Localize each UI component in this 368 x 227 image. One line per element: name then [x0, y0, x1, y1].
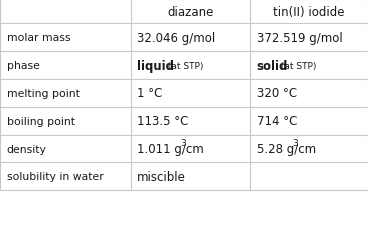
Text: 372.519 g/mol: 372.519 g/mol — [257, 32, 343, 45]
Text: 3: 3 — [181, 138, 187, 147]
Text: 320 °C: 320 °C — [257, 87, 297, 100]
Text: boiling point: boiling point — [7, 116, 75, 126]
Text: density: density — [7, 144, 46, 154]
Text: melting point: melting point — [7, 89, 79, 99]
Text: 3: 3 — [293, 138, 298, 147]
Text: phase: phase — [7, 61, 39, 71]
Text: 5.28 g/cm: 5.28 g/cm — [257, 142, 316, 155]
Bar — [0, 0, 368, 190]
Text: (at STP): (at STP) — [165, 61, 203, 70]
Text: molar mass: molar mass — [7, 33, 70, 43]
Text: solid: solid — [257, 59, 288, 72]
Text: 113.5 °C: 113.5 °C — [137, 115, 189, 128]
Text: 1 °C: 1 °C — [137, 87, 163, 100]
Text: 32.046 g/mol: 32.046 g/mol — [137, 32, 216, 45]
Text: solubility in water: solubility in water — [7, 172, 103, 182]
Text: 1.011 g/cm: 1.011 g/cm — [137, 142, 204, 155]
Text: tin(II) iodide: tin(II) iodide — [273, 6, 345, 19]
Text: diazane: diazane — [167, 6, 214, 19]
Text: 714 °C: 714 °C — [257, 115, 297, 128]
Text: (at STP): (at STP) — [278, 61, 316, 70]
Text: liquid: liquid — [137, 59, 174, 72]
Text: miscible: miscible — [137, 170, 186, 183]
